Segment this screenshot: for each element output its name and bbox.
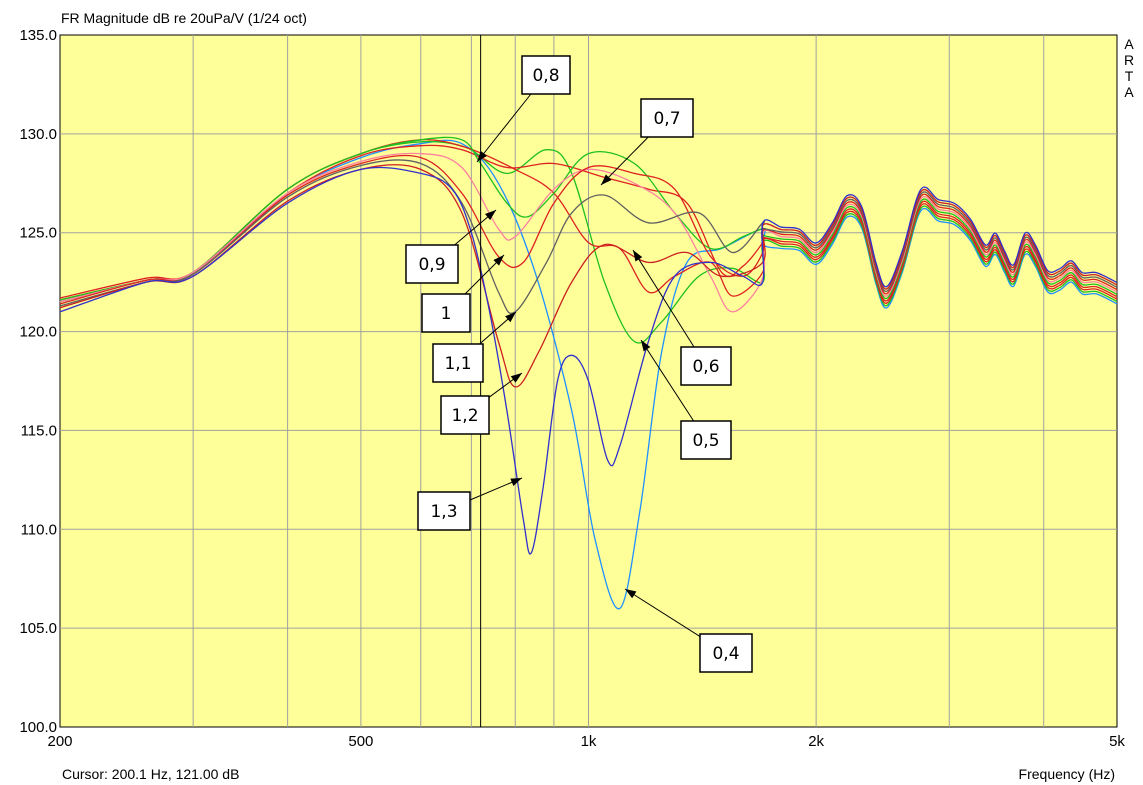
annotation-arrowhead [510,373,522,383]
curve-1-1 [59,159,1118,314]
annotation-arrow-line [624,588,701,637]
annotation-box [640,98,694,138]
x-tick-label: 2k [808,733,824,750]
y-tick-label: 105.0 [19,620,57,637]
annotation-label: 0,8 [532,66,559,86]
annotation-box [699,633,753,673]
x-axis-label: Frequency (Hz) [1019,766,1115,782]
y-tick-label: 130.0 [19,126,57,143]
annotation-arrow-line [632,249,695,348]
annotation-box [680,420,732,460]
y-tick-label: 110.0 [21,521,57,538]
annotation-arrowhead [510,478,522,486]
curve-1 [59,154,1118,305]
annotation-arrowhead [641,340,651,352]
annotation-box [440,395,490,435]
annotation-label: 0,6 [692,357,719,377]
x-axis-ticks: 200 500 1k 2k 5k [47,733,1125,750]
annotation-box [417,491,471,531]
annotation-1-3: 1,3 [417,477,523,531]
y-axis-ticks: 100.0 105.0 110.0 115.0 120.0 125.0 130.0 135.0 [19,27,57,736]
annotation-arrowhead [601,174,612,185]
annotation-label: 1,2 [451,406,478,426]
response-curves [59,136,1118,610]
arta-letter-r: R [1124,52,1134,68]
annotation-box [521,55,571,95]
annotation-0-9: 0,9 [405,209,497,284]
annotation-label: 1,1 [444,354,471,374]
arta-letter-t: T [1125,68,1134,84]
annotation-arrowhead [477,150,487,162]
x-tick-label: 5k [1109,733,1125,750]
annotation-0-4: 0,4 [624,588,753,673]
annotation-arrow-line [640,339,695,422]
annotation-box [405,244,459,284]
annotation-arrowhead [493,255,504,266]
annotation-label: 1,3 [430,502,457,522]
annotation-arrow-line [476,93,532,163]
y-tick-label: 125.0 [19,225,57,242]
x-tick-label: 200 [47,733,72,750]
annotation-box [680,346,732,386]
annotation-1-2: 1,2 [440,372,523,435]
chart-title: FR Magnitude dB re 20uPa/V (1/24 oct) [61,10,307,26]
arta-side-label: A R T A [1124,36,1134,100]
x-tick-label: 1k [581,733,597,750]
annotation-arrow-line [600,136,649,186]
curve-0-5 [59,140,1118,344]
annotation-arrowhead [633,250,643,262]
annotation-0-8: 0,8 [476,55,571,163]
y-tick-label: 115.0 [21,422,57,439]
annotation-arrowhead [485,210,496,221]
annotation-box [432,343,484,383]
curve-annotations: 0,8 0,7 0,9 1 1,1 1,2 1,3 0,6 0,5 0,4 [405,55,753,673]
curve-1-3 [59,166,1118,555]
y-tick-label: 135.0 [19,27,57,44]
arta-letter-a1: A [1124,36,1134,52]
annotation-label: 0,4 [712,644,739,664]
annotation-arrowhead [625,589,637,599]
annotation-label: 0,7 [653,109,680,129]
cursor-readout: Cursor: 200.1 Hz, 121.00 dB [62,766,239,782]
annotation-label: 0,5 [692,431,719,451]
annotation-0-5: 0,5 [640,339,732,460]
grid-lines [60,35,1117,727]
curve-0-9 [59,152,1118,313]
arta-letter-a2: A [1124,84,1134,100]
annotation-label: 1 [441,304,452,324]
curve-1-2 [59,164,1118,388]
curve-0-8 [59,136,1118,301]
annotation-1: 1 [421,254,505,333]
annotation-box [421,293,471,333]
annotation-label: 0,9 [418,255,445,275]
x-tick-label: 500 [348,733,373,750]
curve-0-7 [59,144,1118,302]
annotation-1-1: 1,1 [432,311,517,383]
annotation-arrowhead [505,312,516,323]
y-tick-label: 120.0 [19,324,57,341]
annotation-0-7: 0,7 [600,98,694,186]
annotation-0-6: 0,6 [632,249,732,386]
y-tick-label: 100.0 [19,719,57,736]
